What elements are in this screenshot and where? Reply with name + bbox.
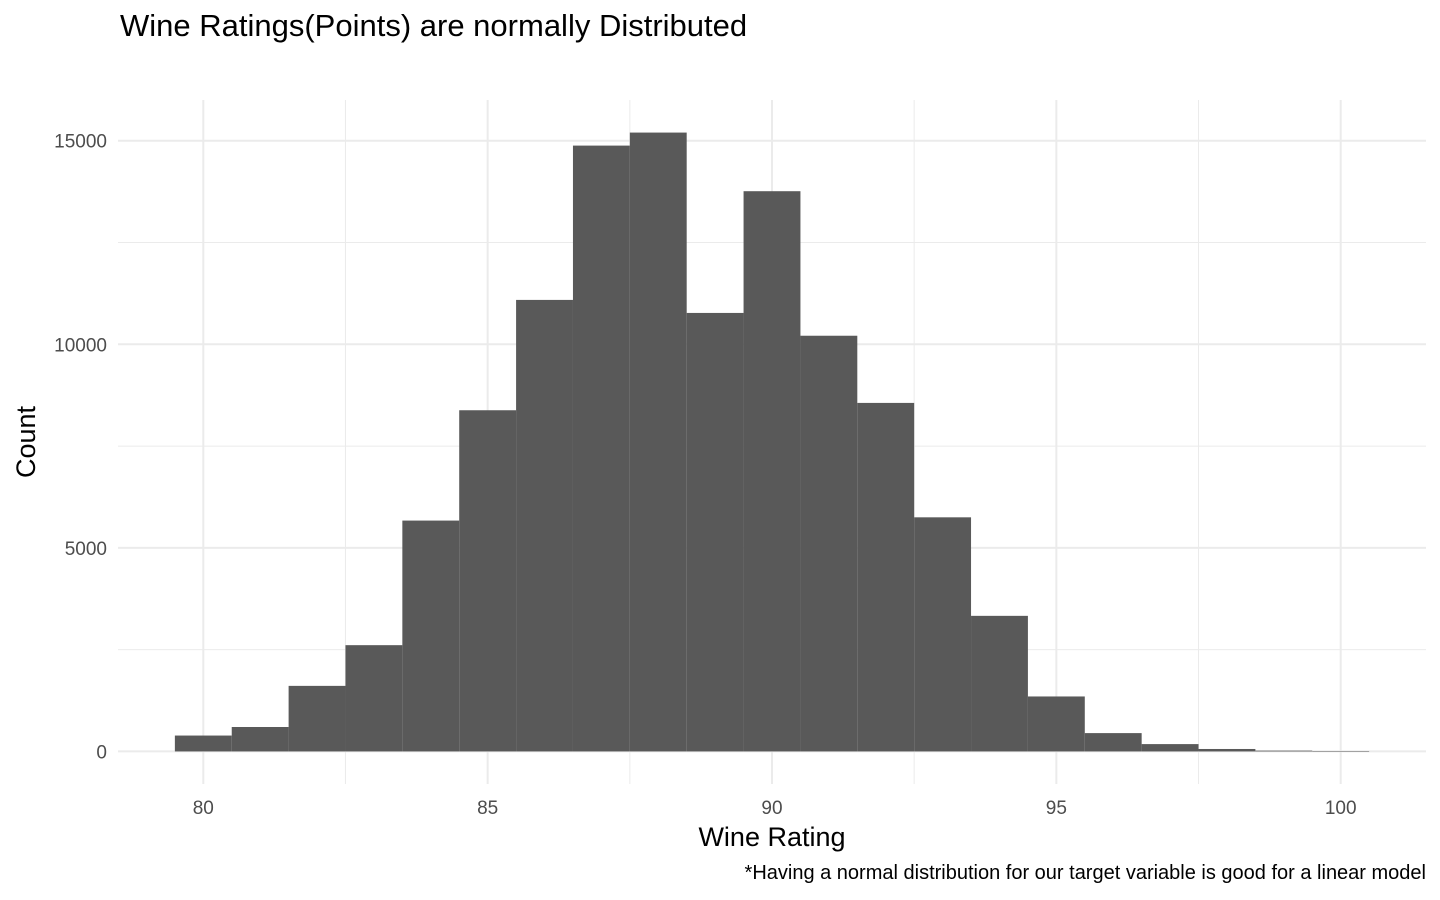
x-axis-label: Wine Rating — [698, 822, 845, 852]
histogram-bar — [516, 299, 573, 752]
histogram-bar — [1198, 748, 1256, 752]
y-axis-label: Count — [11, 405, 41, 478]
histogram-bar — [629, 132, 687, 752]
histogram-bar — [1141, 744, 1199, 752]
histogram-bar — [1084, 733, 1142, 752]
histogram-bar — [857, 402, 915, 752]
chart-caption: *Having a normal distribution for our ta… — [744, 862, 1426, 884]
x-tick-label: 95 — [1046, 798, 1067, 819]
y-tick-label: 10000 — [54, 335, 107, 356]
x-tick-label: 90 — [761, 798, 782, 819]
histogram-bar — [1027, 696, 1085, 752]
histogram-bar — [459, 410, 517, 752]
histogram-bar — [1312, 751, 1370, 752]
histogram-bar — [971, 615, 1028, 752]
x-tick-label: 85 — [477, 798, 498, 819]
x-tick-label: 80 — [193, 798, 214, 819]
histogram-bar — [1255, 750, 1313, 752]
histogram-bar — [345, 645, 403, 752]
y-tick-label: 15000 — [54, 132, 107, 153]
histogram-bar — [914, 517, 972, 752]
histogram-bar — [231, 727, 289, 752]
histogram-bar — [686, 312, 744, 752]
x-axis-tick-labels: 80 85 90 95 100 — [193, 798, 1357, 819]
histogram-bar — [174, 735, 232, 752]
histogram-bar — [743, 191, 801, 752]
y-tick-label: 5000 — [65, 539, 107, 560]
y-axis-tick-labels: 0 5000 10000 15000 — [54, 132, 107, 764]
histogram-bar — [288, 685, 346, 752]
histogram-bar — [402, 520, 460, 752]
y-tick-label: 0 — [96, 742, 107, 763]
histogram-bar — [800, 335, 858, 752]
chart-title: Wine Ratings(Points) are normally Distri… — [120, 8, 748, 43]
histogram-bar — [572, 145, 630, 752]
x-tick-label: 100 — [1325, 798, 1357, 819]
histogram-bars — [174, 132, 1370, 752]
